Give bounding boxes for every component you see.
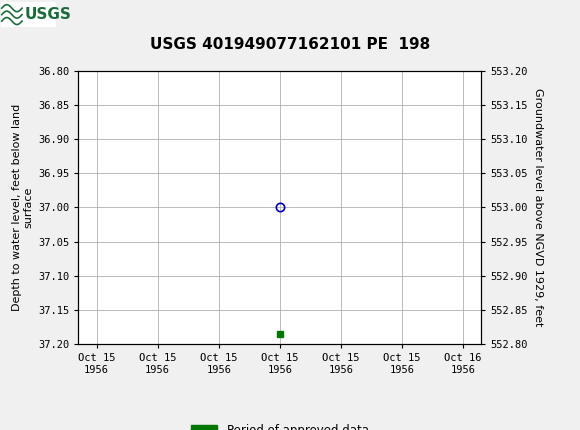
- Legend: Period of approved data: Period of approved data: [186, 419, 374, 430]
- Y-axis label: Groundwater level above NGVD 1929, feet: Groundwater level above NGVD 1929, feet: [534, 88, 543, 327]
- Y-axis label: Depth to water level, feet below land
surface: Depth to water level, feet below land su…: [12, 104, 34, 311]
- Text: USGS: USGS: [24, 7, 71, 22]
- Text: USGS 401949077162101 PE  198: USGS 401949077162101 PE 198: [150, 37, 430, 52]
- Bar: [1, 2, 56, 27]
